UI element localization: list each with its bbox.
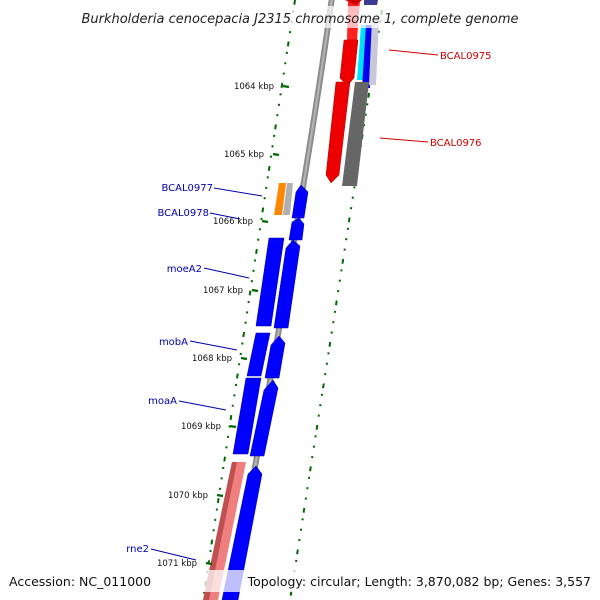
gc-outer-dash bbox=[347, 217, 351, 223]
accession-text: Accession: NC_011000 bbox=[9, 574, 151, 589]
gc-inner-dash bbox=[255, 248, 258, 254]
title-backdrop bbox=[60, 6, 540, 28]
gc-outer-dash bbox=[328, 341, 332, 347]
gene-label-BCAL0977[interactable]: BCAL0977 bbox=[161, 183, 213, 194]
gc-outer-dash bbox=[367, 92, 371, 98]
gene-track-lower bbox=[203, 462, 263, 600]
ruler-tick bbox=[282, 84, 290, 89]
gene-track-upper bbox=[325, 0, 379, 186]
ruler-tick-label: 1064 kbp bbox=[234, 82, 274, 92]
gc-inner-dash bbox=[261, 207, 265, 213]
ruler-tick bbox=[261, 219, 269, 224]
ruler-tick-label: 1071 kbp bbox=[157, 559, 197, 569]
gene-label-mobA[interactable]: mobA bbox=[159, 337, 188, 348]
gc-inner-dash bbox=[242, 331, 246, 338]
gc-inner-dash bbox=[248, 290, 252, 296]
gene-label-BCAL0976[interactable]: BCAL0976 bbox=[430, 138, 482, 149]
gc-outer-dash bbox=[335, 300, 338, 306]
gc-skew-track-inner bbox=[203, 0, 296, 594]
ruler-tick-label: 1065 kbp bbox=[224, 150, 264, 160]
gene-label-moeA2[interactable]: moeA2 bbox=[167, 264, 202, 275]
gene-moeA2-adjacent[interactable] bbox=[273, 239, 301, 329]
gene-label-moaA[interactable]: moaA bbox=[148, 396, 177, 407]
leader-moeA2 bbox=[203, 267, 250, 279]
gene-labels: BCAL0975 BCAL0976 BCAL0977 BCAL0978 moeA… bbox=[126, 51, 491, 555]
coordinate-ruler: 1064 kbp 1065 kbp 1066 kbp 1067 kbp 1068 kbp… bbox=[157, 82, 290, 569]
gc-inner-dash bbox=[210, 539, 214, 545]
gc-outer-dash bbox=[302, 507, 306, 513]
ruler-tick-label: 1067 kbp bbox=[203, 286, 243, 296]
gc-outer-dash bbox=[341, 258, 345, 264]
gene-label-BCAL0975[interactable]: BCAL0975 bbox=[440, 51, 492, 62]
gene-BCAL0976-red[interactable] bbox=[325, 81, 351, 184]
gene-BCAL0976[interactable] bbox=[342, 82, 369, 186]
gene-label-rne2[interactable]: rne2 bbox=[126, 544, 149, 555]
ruler-tick bbox=[216, 493, 224, 498]
gc-outer-dash bbox=[322, 383, 325, 389]
leader-BCAL0978 bbox=[209, 212, 241, 220]
gene-pseudo-light[interactable] bbox=[369, 18, 379, 85]
gene-BCAL0978[interactable] bbox=[291, 184, 309, 219]
leader-moaA bbox=[178, 400, 227, 411]
gene-track-middle bbox=[232, 183, 309, 457]
leader-BCAL0977 bbox=[213, 187, 263, 197]
gc-inner-dash bbox=[216, 498, 220, 504]
map-title: Burkholderia cenocepacia J2315 chromosom… bbox=[81, 12, 518, 27]
gc-inner-dash bbox=[229, 414, 233, 421]
leader-rne2 bbox=[150, 548, 197, 561]
gc-inner-dash bbox=[280, 82, 284, 88]
ruler-tick-label: 1070 kbp bbox=[168, 491, 208, 501]
gene-moaA[interactable] bbox=[232, 377, 262, 455]
leader-mobA bbox=[189, 340, 238, 351]
gc-outer-dash bbox=[309, 466, 312, 472]
gene-moaA-adjacent[interactable] bbox=[249, 379, 279, 457]
gc-inner-dash bbox=[223, 456, 226, 462]
gene-BCAL0977[interactable] bbox=[274, 183, 286, 215]
gene-pseudo-grey[interactable] bbox=[283, 183, 293, 215]
ruler-tick-label: 1069 kbp bbox=[181, 422, 221, 432]
ruler-tick-label: 1068 kbp bbox=[192, 354, 232, 364]
gc-inner-dash bbox=[274, 124, 277, 130]
gene-rne2-shade bbox=[203, 462, 237, 600]
gene-cap-navy bbox=[364, 0, 378, 5]
gene-moeA2[interactable] bbox=[255, 237, 285, 327]
gene-mobA-adjacent[interactable] bbox=[264, 335, 286, 379]
leader-BCAL0976 bbox=[379, 137, 429, 143]
footer-backdrop bbox=[0, 570, 600, 592]
gc-inner-dash bbox=[286, 41, 290, 47]
label-leader-lines bbox=[150, 49, 439, 561]
gc-inner-dash bbox=[293, 0, 296, 5]
gene-mobA[interactable] bbox=[246, 332, 271, 377]
gene-BCAL0975[interactable] bbox=[339, 39, 359, 87]
gc-outer-dash bbox=[296, 549, 299, 555]
gene-label-BCAL0978[interactable]: BCAL0978 bbox=[157, 208, 209, 219]
gc-inner-dash bbox=[267, 165, 271, 171]
ruler-tick bbox=[229, 424, 237, 429]
gene-small-blue[interactable] bbox=[288, 217, 305, 241]
ruler-tick bbox=[251, 288, 259, 293]
gc-inner-dash bbox=[236, 373, 239, 379]
gene-cap-red bbox=[345, 0, 362, 5]
ruler-tick bbox=[205, 561, 213, 566]
ruler-tick-label: 1066 kbp bbox=[213, 217, 253, 227]
leader-BCAL0975 bbox=[388, 49, 439, 56]
genome-summary-text: Topology: circular; Length: 3,870,082 bp… bbox=[247, 574, 591, 589]
gc-outer-dash bbox=[315, 424, 319, 430]
ruler-tick bbox=[272, 152, 280, 157]
ruler-tick bbox=[240, 356, 248, 361]
